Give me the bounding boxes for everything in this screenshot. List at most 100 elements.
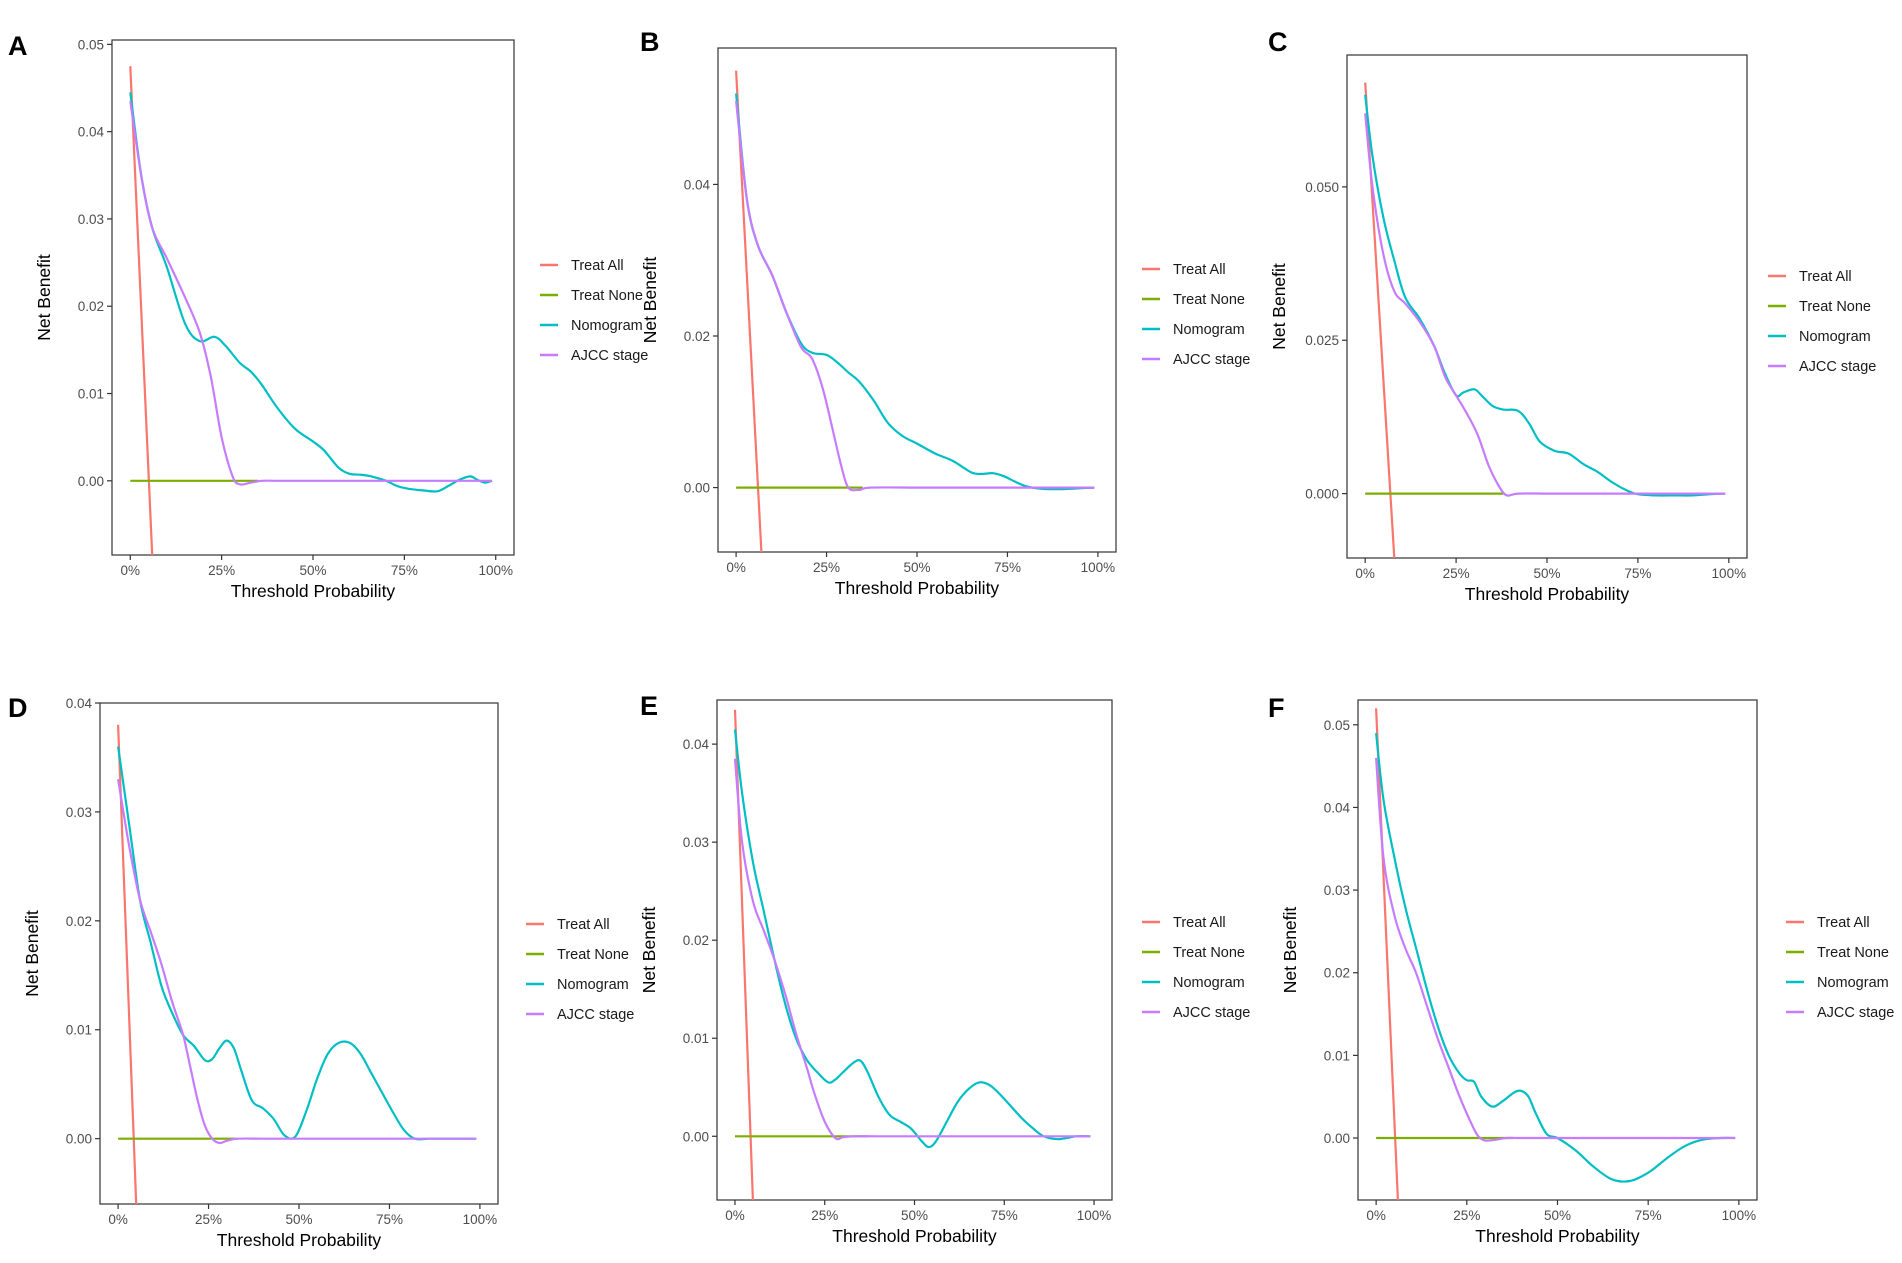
series-group-a [129,66,493,555]
legend-label-treat-none-a: Treat None [571,288,643,304]
legend-label-treat-none-e: Treat None [1173,945,1245,961]
x-tick-label-b-25: 25% [813,560,840,575]
y-tick-label-b-1: 0.02 [684,329,710,344]
legend-label-ajcc-stage-b: AJCC stage [1173,352,1250,368]
x-tick-label-a-100: 100% [478,563,513,578]
panel-d: D 0% 25% 50% 75% 100% 0.00 0.01 0.02 0.03 0.04 Thre… [8,693,634,1250]
legend-label-treat-none-c: Treat None [1799,299,1871,315]
legend-label-treat-all-c: Treat All [1799,269,1852,285]
y-tick-label-f-1: 0.01 [1324,1048,1350,1063]
y-tick-label-a-2: 0.02 [78,299,104,314]
series-line-ajcc-stage-f [1375,757,1736,1142]
x-tick-label-d-75: 75% [376,1212,403,1227]
legend-label-treat-all-b: Treat All [1173,262,1226,278]
y-axis-title-e: Net Benefit [639,907,659,994]
y-tick-label-a-4: 0.04 [78,125,105,140]
y-axis-title-c: Net Benefit [1269,263,1289,350]
panel-label-e: E [640,691,658,721]
y-tick-label-d-0: 0.00 [66,1132,92,1147]
y-tick-label-d-1: 0.01 [66,1023,92,1038]
y-tick-label-e-3: 0.03 [683,835,709,850]
legend-label-treat-all-d: Treat All [557,917,610,933]
series-line-nomogram-e [733,729,1091,1149]
legend-label-ajcc-stage-a: AJCC stage [571,348,648,364]
plot-frame-f [1357,699,1758,1201]
y-tick-label-d-3: 0.03 [66,805,92,820]
legend-f: Treat All Treat None Nomogram AJCC stage [1786,915,1894,1021]
x-tick-label-f-50: 50% [1544,1208,1571,1223]
series-line-nomogram-f [1375,732,1736,1183]
x-tick-label-c-100: 100% [1712,566,1747,581]
y-tick-label-c-1: 0.025 [1305,333,1339,348]
y-axis-title-a: Net Benefit [34,254,54,341]
panel-label-d: D [8,693,28,723]
legend-label-treat-all-e: Treat All [1173,915,1226,931]
legend-label-treat-none-d: Treat None [557,947,629,963]
y-tick-label-d-2: 0.02 [66,914,92,929]
legend-label-ajcc-stage-c: AJCC stage [1799,359,1876,375]
series-group-d [117,724,477,1204]
y-axis-title-f: Net Benefit [1280,907,1300,994]
legend-label-ajcc-stage-e: AJCC stage [1173,1005,1250,1021]
legend-label-ajcc-stage-d: AJCC stage [557,1007,634,1023]
y-tick-label-f-4: 0.04 [1324,800,1351,815]
y-tick-label-a-0: 0.00 [78,474,104,489]
series-line-ajcc-stage-e [733,758,1091,1141]
series-line-nomogram-a [129,92,493,493]
x-tick-label-e-0: 0% [725,1208,745,1223]
y-axis-title-b: Net Benefit [640,257,660,344]
y-tick-label-b-2: 0.04 [684,177,711,192]
legend-label-treat-none-b: Treat None [1173,292,1245,308]
legend-c: Treat All Treat None Nomogram AJCC stage [1768,269,1876,375]
series-group-b [735,70,1095,552]
legend-label-treat-none-f: Treat None [1817,945,1889,961]
y-tick-label-f-5: 0.05 [1324,718,1350,733]
panel-f: F 0% 25% 50% 75% 100% 0.00 0.01 0.02 0.03 0.04 0.05… [1268,693,1894,1246]
legend-a: Treat All Treat None Nomogram AJCC stage [540,258,648,364]
y-tick-label-d-4: 0.04 [66,696,93,711]
x-axis-title-f: Threshold Probability [1475,1226,1640,1246]
x-tick-label-d-0: 0% [108,1212,128,1227]
series-line-nomogram-c [1364,94,1726,497]
legend-label-nomogram-a: Nomogram [571,318,643,334]
x-tick-label-e-100: 100% [1077,1208,1112,1223]
x-tick-label-a-25: 25% [208,563,235,578]
x-tick-label-c-0: 0% [1355,566,1375,581]
x-tick-label-d-100: 100% [463,1212,498,1227]
x-tick-label-f-0: 0% [1366,1208,1386,1223]
panel-e: E 0% 25% 50% 75% 100% 0.00 0.01 0.02 0.03 0.04 Thre… [639,691,1250,1246]
x-tick-label-d-50: 50% [285,1212,312,1227]
y-tick-label-e-2: 0.02 [683,933,709,948]
x-tick-label-a-75: 75% [391,563,418,578]
y-tick-label-e-1: 0.01 [683,1031,709,1046]
x-tick-label-c-25: 25% [1443,566,1470,581]
x-tick-label-a-50: 50% [299,563,326,578]
y-tick-label-f-2: 0.02 [1324,966,1350,981]
plot-frame-e [716,699,1113,1201]
legend-e: Treat All Treat None Nomogram AJCC stage [1142,915,1250,1021]
series-line-ajcc-stage-b [735,100,1095,492]
series-line-nomogram-d [117,746,477,1141]
panel-c: C 0% 25% 50% 75% 100% 0.000 0.025 0.050 Threshold… [1268,27,1876,604]
x-axis-title-a: Threshold Probability [231,581,396,601]
x-tick-label-b-0: 0% [726,560,746,575]
legend-b: Treat All Treat None Nomogram AJCC stage [1142,262,1250,368]
panel-label-c: C [1268,27,1288,57]
legend-d: Treat All Treat None Nomogram AJCC stage [526,917,634,1023]
y-tick-label-f-3: 0.03 [1324,883,1350,898]
x-axis-title-c: Threshold Probability [1465,584,1630,604]
plot-frame-b [717,47,1117,553]
y-tick-label-c-2: 0.050 [1305,180,1339,195]
series-line-ajcc-stage-a [129,100,493,486]
legend-label-treat-all-f: Treat All [1817,915,1870,931]
y-tick-label-a-5: 0.05 [78,37,104,52]
panel-a: A 0% 25% 50% 75% 100% 0.00 0.01 0.02 0.03 0.04 0.05… [8,31,648,601]
y-tick-label-b-0: 0.00 [684,481,710,496]
panel-label-a: A [8,31,28,61]
x-tick-label-e-75: 75% [991,1208,1018,1223]
y-tick-label-a-3: 0.03 [78,212,104,227]
x-tick-label-f-100: 100% [1722,1208,1757,1223]
y-tick-label-a-1: 0.01 [78,387,104,402]
panel-label-b: B [640,27,660,57]
